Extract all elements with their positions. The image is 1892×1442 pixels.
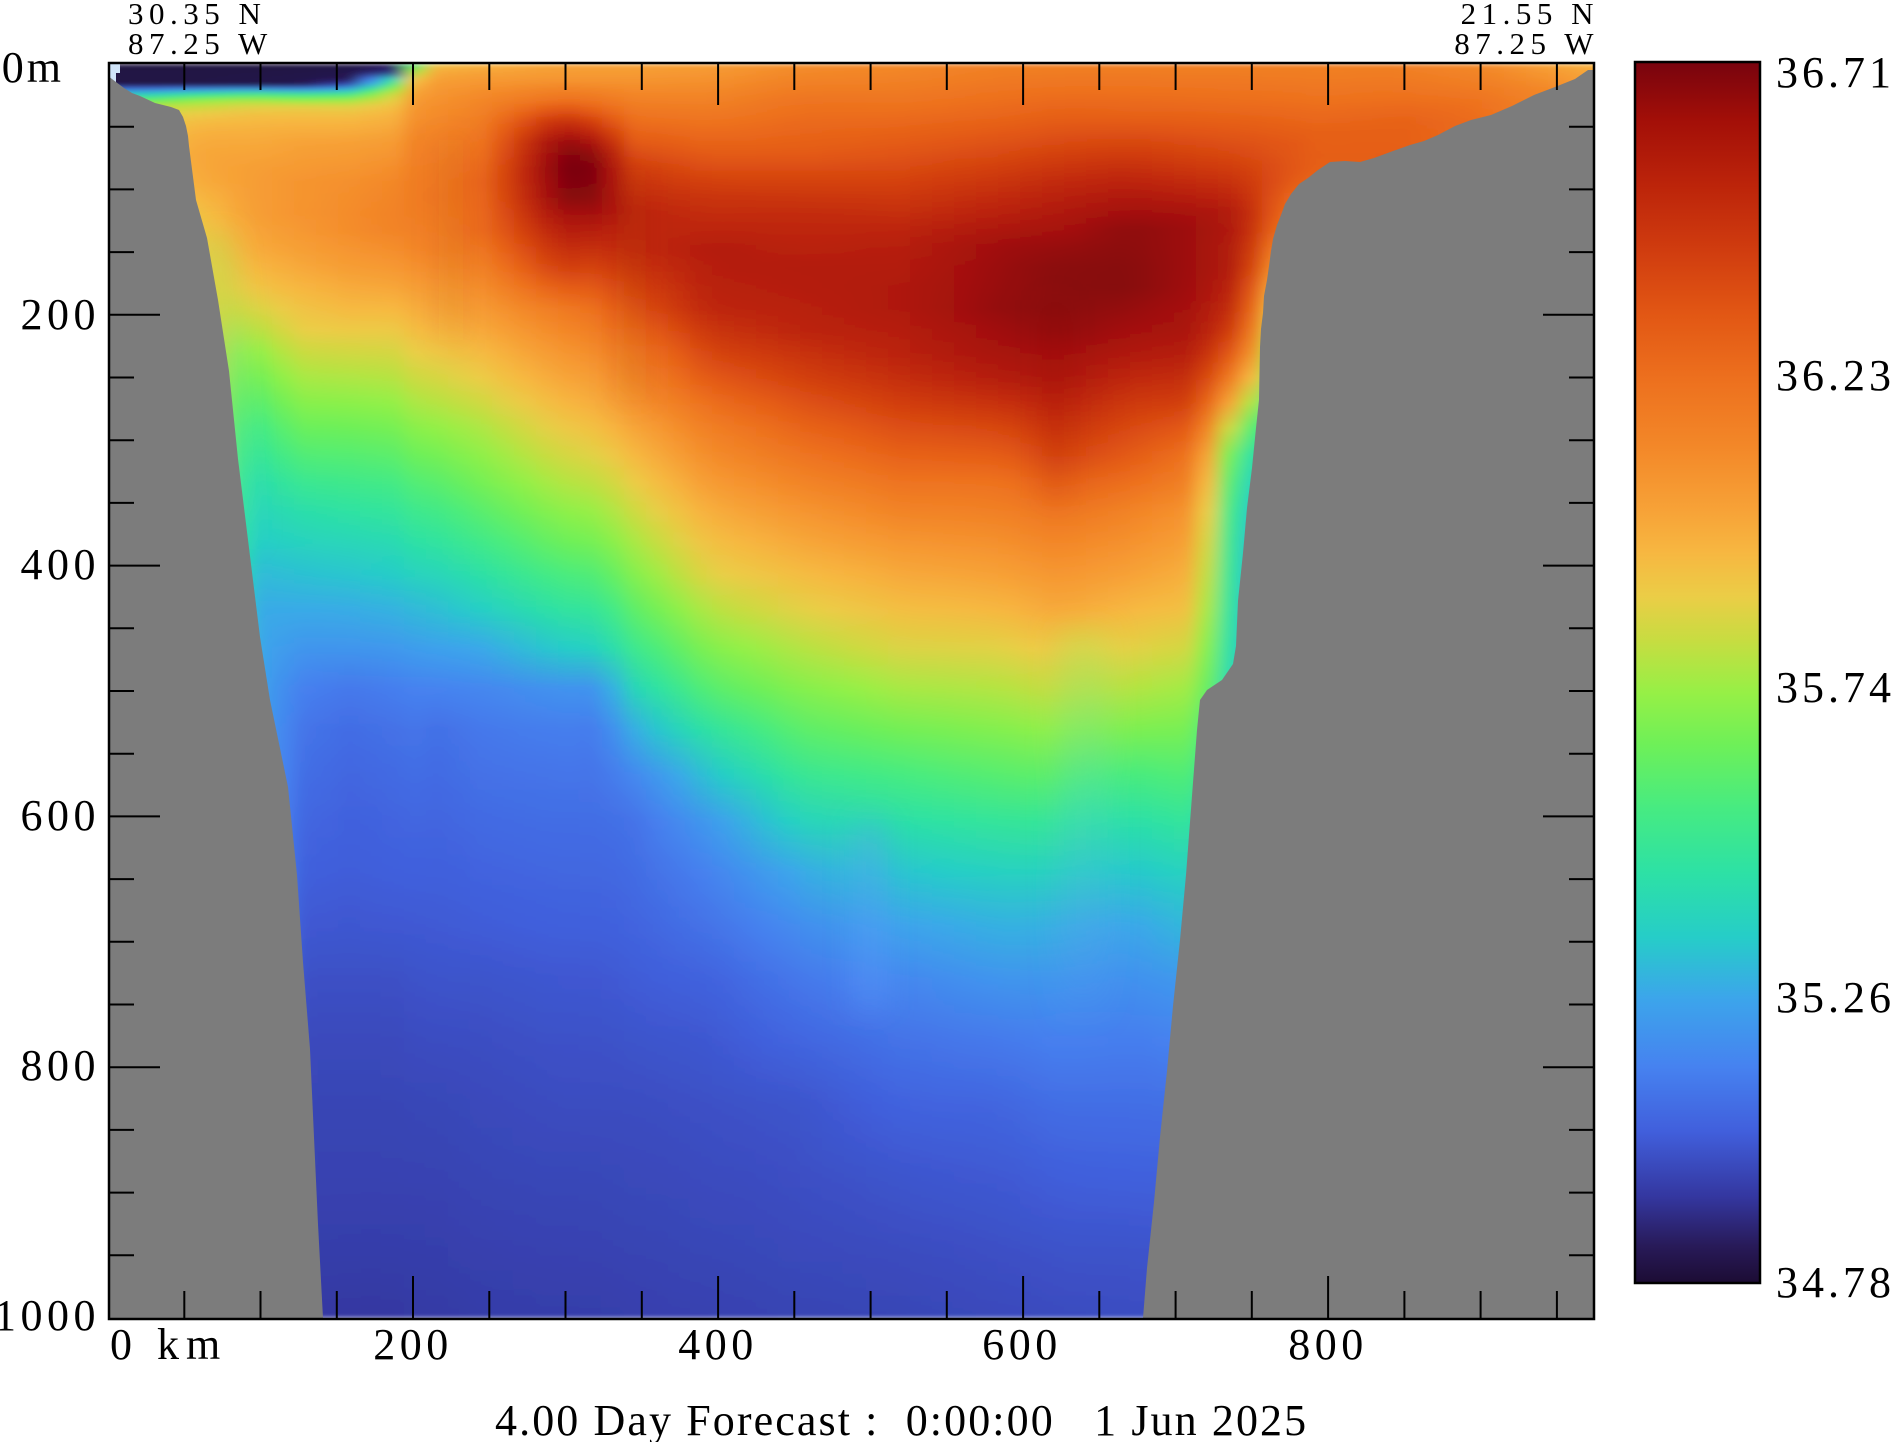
svg-text:400: 400 [678, 1320, 758, 1369]
svg-text:21.55 N: 21.55 N [1461, 0, 1599, 31]
svg-text:87.25 W: 87.25 W [128, 26, 273, 61]
svg-text:200: 200 [373, 1320, 453, 1369]
svg-text:4.00 Day Forecast : 0:00:00: 4.00 Day Forecast : 0:00:00 1 Jun 2025 [495, 1396, 1308, 1442]
svg-text:35.74: 35.74 [1776, 663, 1892, 712]
svg-text:30.35 N: 30.35 N [128, 0, 266, 31]
svg-text:800: 800 [1288, 1320, 1368, 1369]
svg-text:0 km: 0 km [110, 1320, 227, 1369]
svg-text:36.23: 36.23 [1776, 351, 1892, 400]
svg-text:800: 800 [21, 1041, 101, 1090]
svg-text:34.78: 34.78 [1776, 1258, 1892, 1307]
svg-text:200: 200 [21, 290, 101, 339]
svg-text:400: 400 [21, 540, 101, 589]
svg-text:35.26: 35.26 [1776, 973, 1892, 1022]
svg-text:600: 600 [21, 791, 101, 840]
svg-text:0m: 0m [2, 43, 64, 92]
svg-text:1000: 1000 [0, 1291, 100, 1340]
svg-text:600: 600 [982, 1320, 1062, 1369]
svg-text:36.71: 36.71 [1776, 48, 1892, 97]
svg-text:87.25 W: 87.25 W [1454, 26, 1599, 61]
